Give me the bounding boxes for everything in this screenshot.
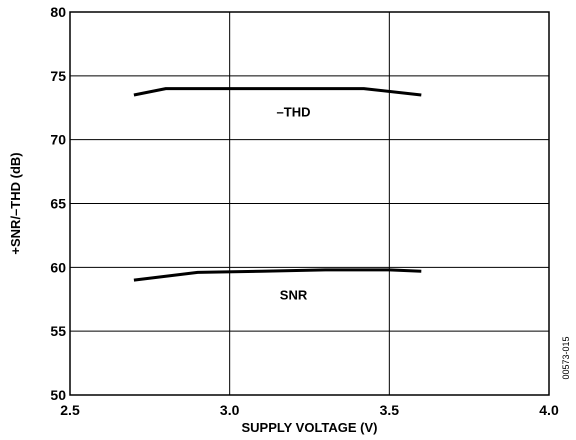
x-tick-label: 3.5	[380, 402, 400, 418]
x-tick-label: 4.0	[539, 402, 559, 418]
figure-id: 00573-015	[561, 336, 571, 379]
y-tick-labels: 50 55 60 65 70 75 80	[50, 4, 66, 403]
plot-area-frame	[69, 11, 550, 396]
y-tick-label: 55	[50, 323, 66, 339]
grid	[70, 12, 549, 395]
y-tick-label: 75	[50, 68, 66, 84]
y-axis-label: +SNR/–THD (dB)	[8, 152, 23, 254]
series-label: –THD	[277, 105, 311, 120]
y-tick-label: 65	[50, 196, 66, 212]
x-tick-label: 2.5	[60, 402, 80, 418]
y-tick-label: 80	[50, 4, 66, 20]
series-label: SNR	[280, 287, 308, 302]
series-lines	[133, 87, 422, 282]
y-tick-label: 70	[50, 132, 66, 148]
x-tick-label: 3.0	[220, 402, 240, 418]
series-line	[133, 87, 422, 97]
series-labels: –THD SNR	[277, 105, 311, 303]
x-axis-label: SUPPLY VOLTAGE (V)	[241, 420, 377, 435]
x-tick-labels: 2.5 3.0 3.5 4.0	[60, 402, 559, 418]
y-tick-label: 60	[50, 259, 66, 275]
series-line	[133, 268, 422, 282]
y-tick-label: 50	[50, 387, 66, 403]
